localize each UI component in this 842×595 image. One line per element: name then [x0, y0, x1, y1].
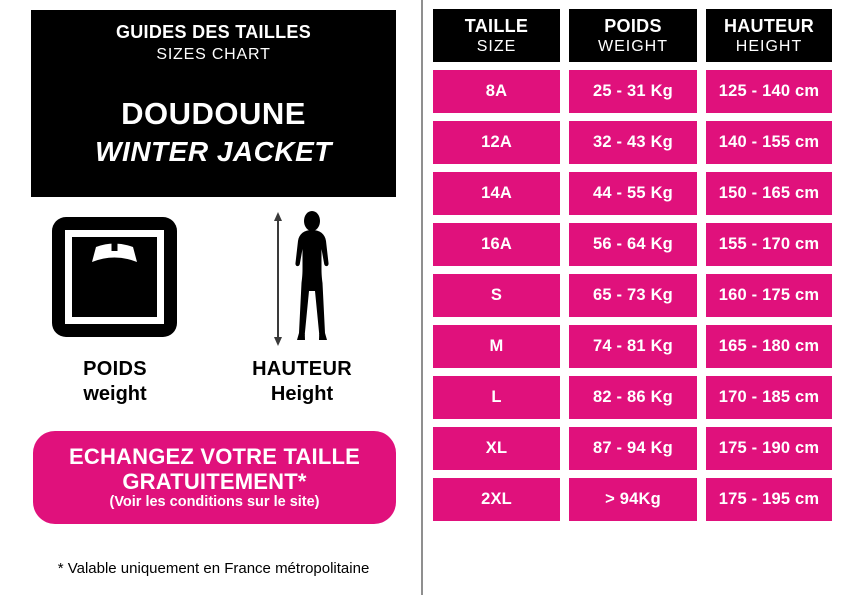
cell-weight: 25 - 31 Kg	[569, 70, 697, 113]
header-weight-en: WEIGHT	[598, 37, 668, 55]
footnote: * Valable uniquement en France métropoli…	[57, 560, 370, 577]
cell-size: 8A	[433, 70, 560, 113]
cell-size: 16A	[433, 223, 560, 266]
cell-size: S	[433, 274, 560, 317]
cell-size: M	[433, 325, 560, 368]
vertical-divider	[421, 0, 423, 595]
cell-weight: 87 - 94 Kg	[569, 427, 697, 470]
cell-size: 2XL	[433, 478, 560, 521]
cell-height: 125 - 140 cm	[706, 70, 832, 113]
size-table: TAILLE SIZE POIDS WEIGHT HAUTEUR HEIGHT …	[433, 9, 832, 521]
cell-weight: 56 - 64 Kg	[569, 223, 697, 266]
header-size-fr: TAILLE	[464, 15, 529, 36]
header-height-fr: HAUTEUR	[723, 15, 815, 36]
height-label-fr: HAUTEUR	[252, 358, 352, 380]
weight-label-en: weight	[83, 383, 147, 405]
product-header: GUIDES DES TAILLES SIZES CHART DOUDOUNE …	[31, 10, 396, 197]
cell-size: XL	[433, 427, 560, 470]
cell-height: 160 - 175 cm	[706, 274, 832, 317]
product-name-en: WINTER JACKET	[95, 136, 332, 167]
cell-height: 175 - 195 cm	[706, 478, 832, 521]
header-height-en: HEIGHT	[735, 37, 803, 55]
table-header-weight: POIDS WEIGHT	[569, 9, 697, 62]
height-label-en: Height	[270, 383, 334, 405]
header-size-en: SIZE	[476, 37, 517, 55]
cell-size: 14A	[433, 172, 560, 215]
cell-height: 140 - 155 cm	[706, 121, 832, 164]
cell-height: 150 - 165 cm	[706, 172, 832, 215]
weight-legend: POIDS weight	[40, 358, 190, 406]
cell-height: 155 - 170 cm	[706, 223, 832, 266]
exchange-line2: GRATUITEMENT*	[122, 469, 307, 494]
cell-weight: 44 - 55 Kg	[569, 172, 697, 215]
cell-height: 170 - 185 cm	[706, 376, 832, 419]
cell-size: 12A	[433, 121, 560, 164]
exchange-line3: (Voir les conditions sur le site)	[109, 494, 320, 510]
guide-title-en: SIZES CHART	[156, 46, 271, 63]
product-name-fr: DOUDOUNE	[121, 96, 306, 131]
height-arrow-icon	[274, 212, 282, 346]
cell-size: L	[433, 376, 560, 419]
table-header-size: TAILLE SIZE	[433, 9, 560, 62]
height-legend: HAUTEUR Height	[236, 358, 368, 406]
cell-weight: 32 - 43 Kg	[569, 121, 697, 164]
exchange-size-button[interactable]: ECHANGEZ VOTRE TAILLE GRATUITEMENT* (Voi…	[33, 431, 396, 524]
cell-weight: 74 - 81 Kg	[569, 325, 697, 368]
exchange-line1: ECHANGEZ VOTRE TAILLE	[68, 444, 361, 469]
header-weight-fr: POIDS	[604, 15, 662, 36]
table-header-height: HAUTEUR HEIGHT	[706, 9, 832, 62]
weight-label-fr: POIDS	[83, 358, 147, 380]
cell-weight: 65 - 73 Kg	[569, 274, 697, 317]
height-person-icon	[264, 211, 344, 347]
weight-scale-icon	[52, 217, 177, 337]
cell-weight: 82 - 86 Kg	[569, 376, 697, 419]
cell-height: 165 - 180 cm	[706, 325, 832, 368]
cell-weight: > 94Kg	[569, 478, 697, 521]
cell-height: 175 - 190 cm	[706, 427, 832, 470]
guide-title-fr: GUIDES DES TAILLES	[115, 22, 312, 42]
